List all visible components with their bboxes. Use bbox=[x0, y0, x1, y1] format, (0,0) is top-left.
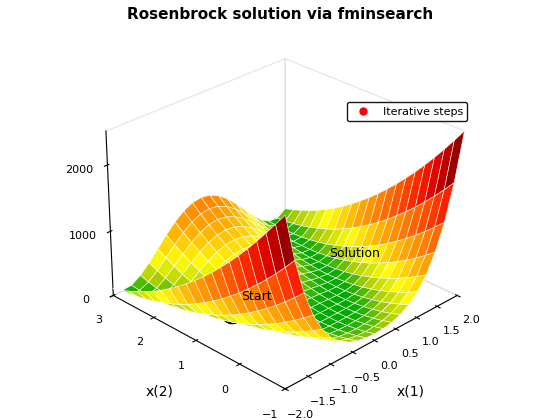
Title: Rosenbrock solution via fminsearch: Rosenbrock solution via fminsearch bbox=[127, 7, 433, 22]
Y-axis label: x(2): x(2) bbox=[146, 385, 174, 399]
Legend: Iterative steps: Iterative steps bbox=[347, 102, 468, 121]
X-axis label: x(1): x(1) bbox=[397, 385, 425, 399]
